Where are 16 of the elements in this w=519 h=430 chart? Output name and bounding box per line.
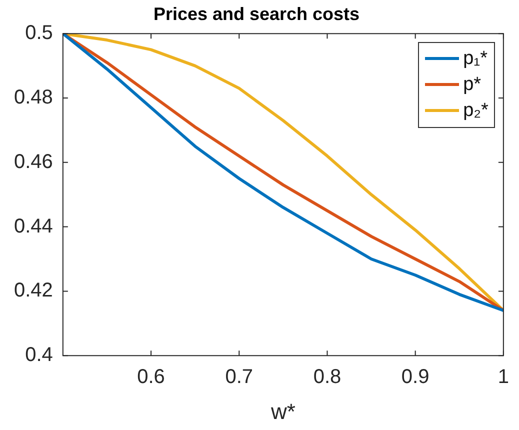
x-tick-label: 0.7 <box>225 366 254 388</box>
legend-label: p₁* <box>463 48 488 70</box>
x-tick-label: 0.6 <box>137 366 165 388</box>
y-tick-label: 0.42 <box>14 280 53 302</box>
y-tick-label: 0.46 <box>14 150 53 173</box>
x-tick-label: 0.8 <box>313 366 342 388</box>
legend-label: p₂* <box>463 100 488 122</box>
y-tick-label: 0.48 <box>14 86 53 109</box>
y-tick-label: 0.44 <box>14 215 53 238</box>
chart-title: Prices and search costs <box>153 4 360 24</box>
legend-label: p* <box>463 74 482 96</box>
x-tick-label: 1 <box>498 366 509 388</box>
x-tick-label: 0.9 <box>401 366 430 388</box>
y-tick-label: 0.5 <box>25 22 53 44</box>
y-tick-label: 0.4 <box>25 344 53 366</box>
x-axis-title: w* <box>270 398 296 424</box>
